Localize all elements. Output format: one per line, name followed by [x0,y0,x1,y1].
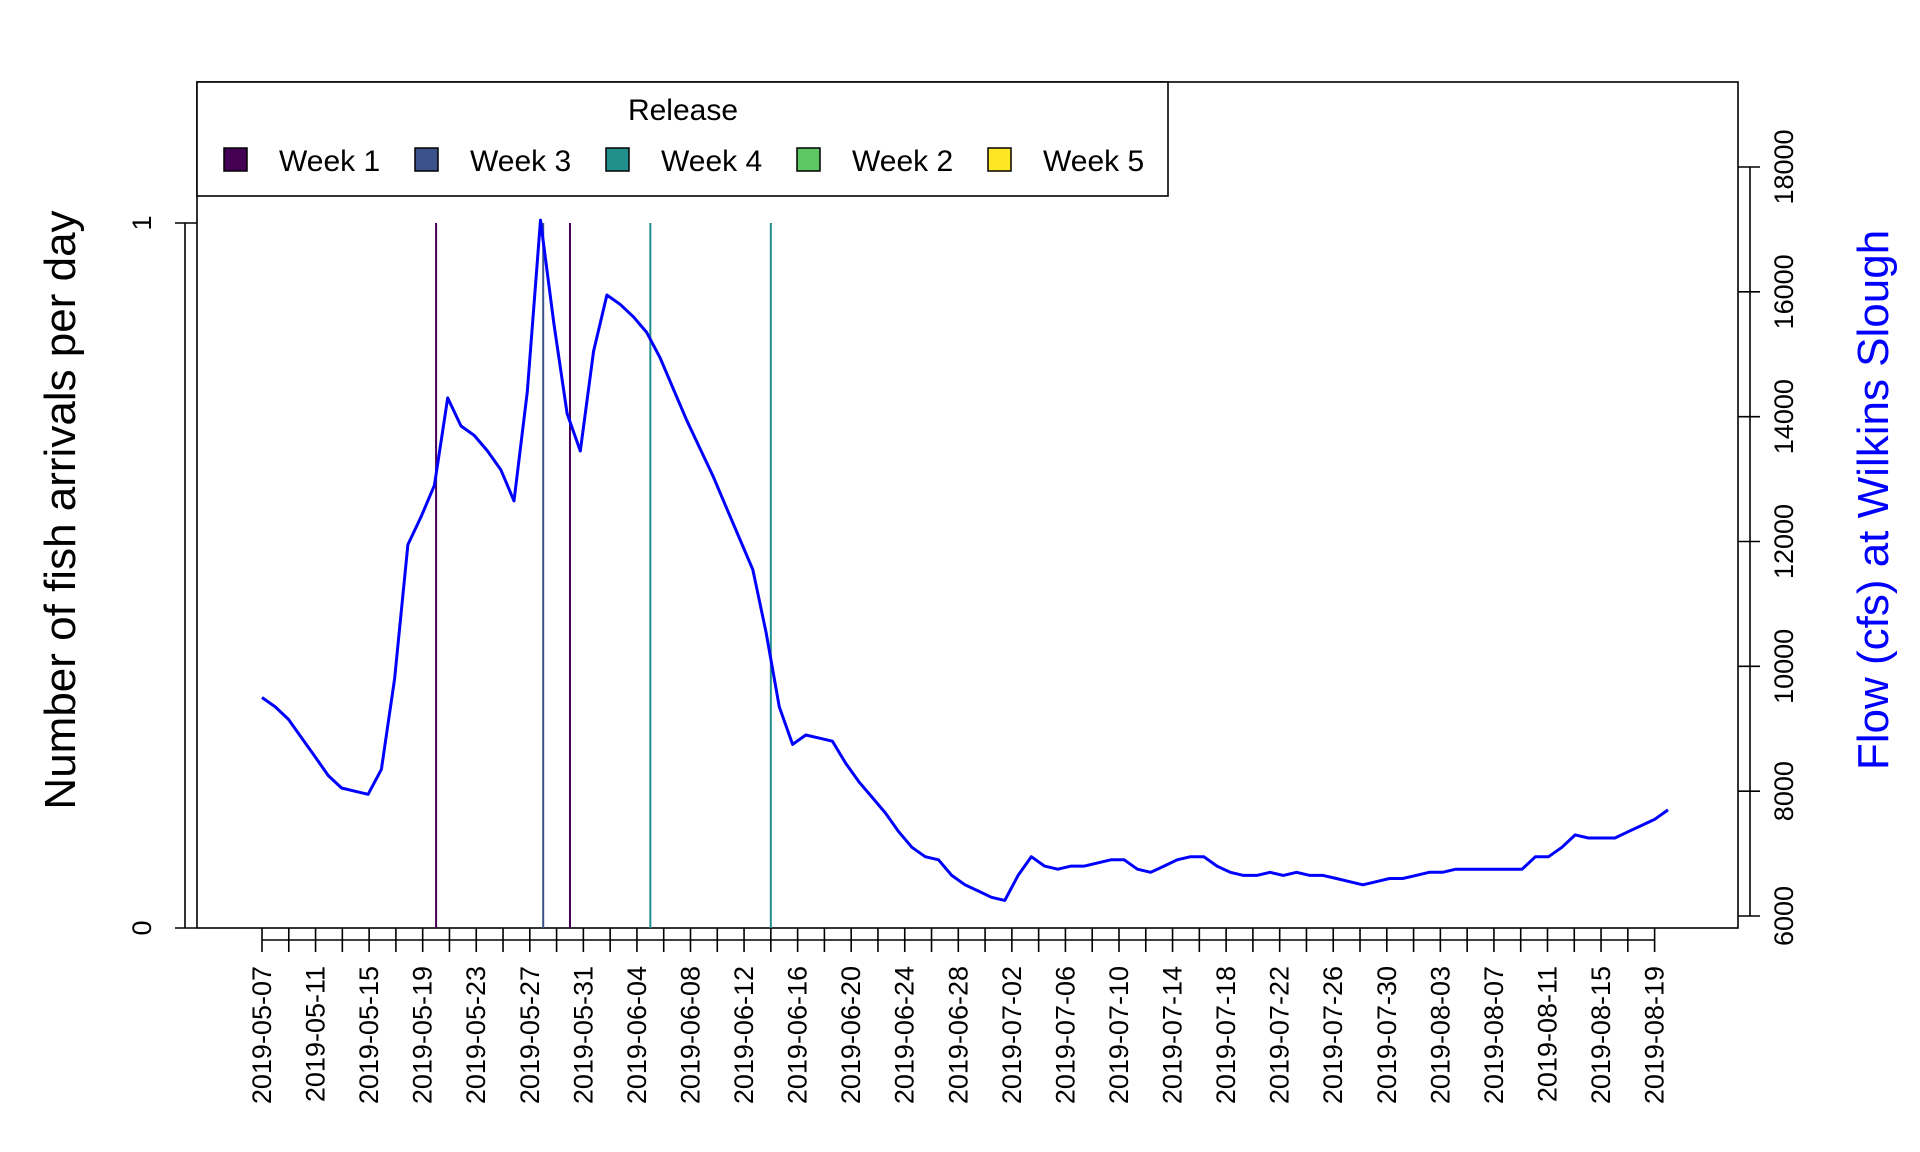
left-tick-label: 0 [127,920,157,935]
x-tick-label: 2019-07-10 [1104,966,1134,1104]
x-tick-label: 2019-05-23 [461,966,491,1104]
x-tick-label: 2019-08-07 [1479,966,1509,1104]
legend-swatch [414,147,439,172]
legend: Release Week 1 Week 3 Week 4 Week 2 Week 5 [196,81,1169,197]
right-tick-label: 10000 [1769,629,1799,704]
x-tick-label: 2019-06-16 [783,966,813,1104]
x-tick-label: 2019-05-07 [247,966,277,1104]
arrival-lines [435,223,772,928]
x-tick-label: 2019-07-26 [1318,966,1348,1104]
right-y-axis-title: Flow (cfs) at Wilkins Slough [1849,230,1898,770]
x-tick-label: 2019-06-12 [729,966,759,1104]
x-tick-label: 2019-05-11 [301,966,331,1102]
legend-entries: Week 1 Week 3 Week 4 Week 2 Week 5 [223,145,1144,178]
x-tick-label: 2019-07-18 [1211,966,1241,1104]
flow-line [261,218,1669,902]
right-tick-label: 18000 [1769,129,1799,204]
left-y-axis-title: Number of fish arrivals per day [36,210,85,809]
left-tick-label: 1 [127,215,157,230]
x-tick-label: 2019-07-22 [1265,966,1295,1104]
x-tick-label: 2019-05-31 [568,966,598,1104]
x-tick-label: 2019-08-11 [1532,966,1562,1102]
legend-label: Week 4 [661,145,762,178]
right-tick-label: 6000 [1769,886,1799,946]
x-tick-label: 2019-08-19 [1640,966,1670,1104]
x-tick-label: 2019-08-03 [1425,966,1455,1104]
legend-label: Week 3 [470,145,571,178]
x-tick-label: 2019-06-24 [890,966,920,1104]
legend-label: Week 1 [279,145,380,178]
plot-frame [196,81,1739,929]
x-tick-label: 2019-06-08 [675,966,705,1104]
legend-label: Week 2 [852,145,953,178]
legend-box [196,81,1169,197]
x-tick-label: 2019-07-06 [1050,966,1080,1104]
x-tick-label: 2019-06-20 [836,966,866,1104]
legend-swatch [796,147,821,172]
legend-swatch [987,147,1012,172]
x-tick-label: 2019-07-14 [1158,966,1188,1104]
x-tick-label: 2019-07-02 [997,966,1027,1104]
x-tick-label: 2019-06-04 [622,966,652,1104]
x-tick-label: 2019-08-15 [1586,966,1616,1104]
legend-label: Week 5 [1043,145,1144,178]
x-tick-label: 2019-06-28 [943,966,973,1104]
x-axis: 2019-05-07 2019-05-11 2019-05-15 2019-05-19… [247,928,1670,1104]
right-tick-label: 8000 [1769,761,1799,821]
right-tick-label: 12000 [1769,504,1799,579]
left-y-axis: 01 [127,215,197,936]
x-tick-label: 2019-07-30 [1372,966,1402,1104]
x-tick-label: 2019-05-15 [354,966,384,1104]
legend-swatch [223,147,248,172]
x-tick-label: 2019-05-27 [515,966,545,1104]
legend-swatch [605,147,630,172]
right-tick-label: 16000 [1769,254,1799,329]
right-y-axis: 6000 8000 10000 12000 14000 16000 18000 [1738,129,1799,946]
legend-title: Release [628,94,738,127]
x-tick-label: 2019-05-19 [408,966,438,1104]
right-tick-label: 14000 [1769,379,1799,454]
